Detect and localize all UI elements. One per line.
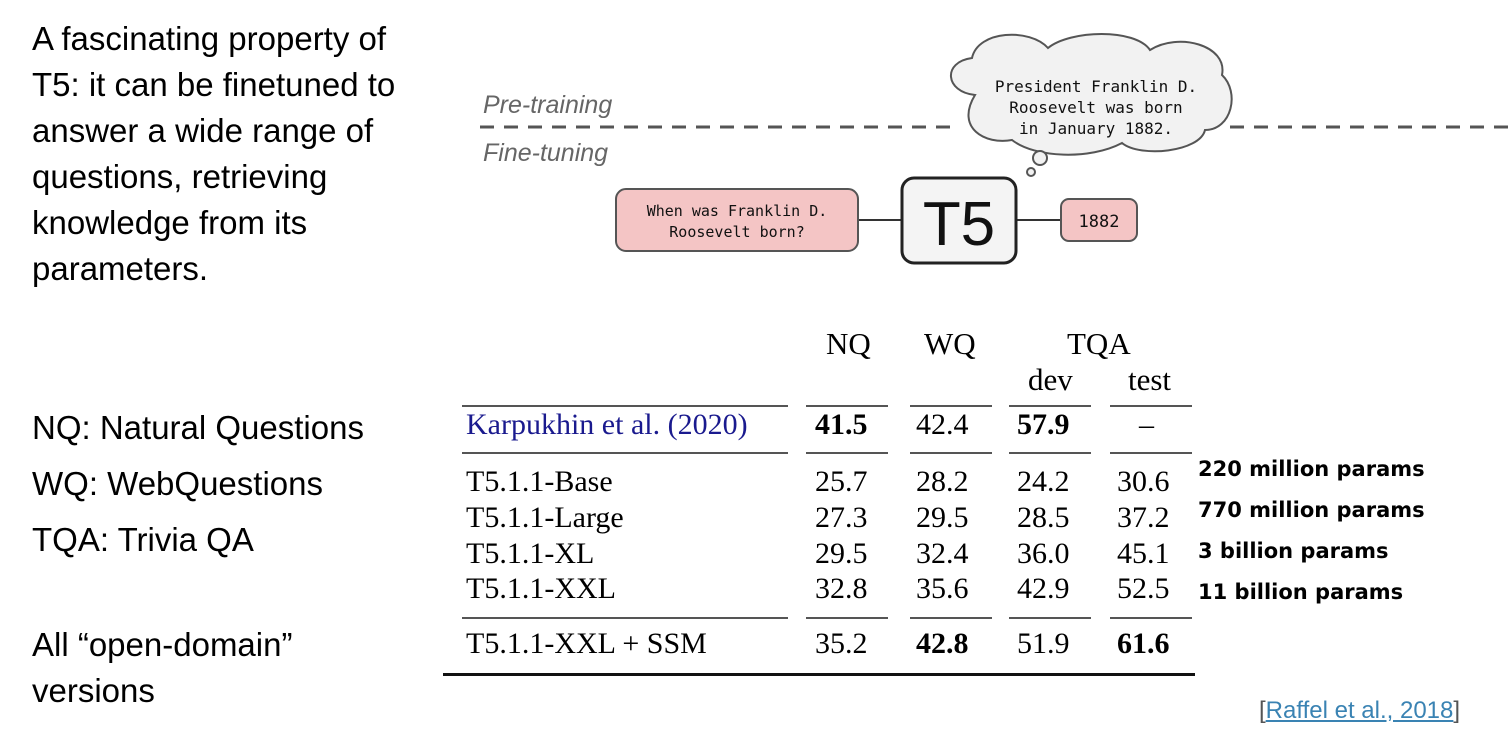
finetuning-label: Fine-tuning <box>483 139 608 167</box>
row-karpukhin-wq: 42.4 <box>916 408 969 441</box>
row-karpukhin-nq: 41.5 <box>815 408 868 441</box>
row-base-nq: 25.7 <box>815 465 868 498</box>
row-large-test: 37.2 <box>1117 501 1170 534</box>
row-xxl-model: T5.1.1-XXL <box>466 572 616 605</box>
header-rule-wq <box>910 405 992 407</box>
answer-text: 1882 <box>1079 212 1120 232</box>
header-tqa: TQA <box>1067 326 1131 361</box>
header-nq: NQ <box>826 326 871 361</box>
row-xxl-dev: 42.9 <box>1017 572 1070 605</box>
citation-open-bracket: [ <box>1259 697 1266 724</box>
params-large: 770 million params <box>1198 498 1425 522</box>
answer-box: 1882 <box>1060 198 1138 242</box>
header-wq: WQ <box>924 326 976 361</box>
row-xl-model: T5.1.1-XL <box>466 537 595 570</box>
citation-link[interactable]: Raffel et al., 2018 <box>1265 697 1454 724</box>
question-box: When was Franklin D. Roosevelt born? <box>615 188 859 252</box>
row-base-dev: 24.2 <box>1017 465 1070 498</box>
row-rule-1-dev <box>1009 452 1091 454</box>
row-base-model: T5.1.1-Base <box>466 465 613 498</box>
thought-bubble-1 <box>1032 150 1048 166</box>
header-rule-model <box>462 405 788 407</box>
thought-cloud: President Franklin D. Roosevelt was born… <box>950 33 1233 177</box>
row-large-model: T5.1.1-Large <box>466 501 624 534</box>
header-tqa-dev: dev <box>1028 362 1073 397</box>
row-large-wq: 29.5 <box>916 501 969 534</box>
row-xxl-ssm-dev: 51.9 <box>1017 627 1070 660</box>
cloud-line-3: in January 1882. <box>1019 119 1173 138</box>
row-rule-2-wq <box>910 617 992 619</box>
citation: [Raffel et al., 2018] <box>1259 697 1460 725</box>
cloud-line-1: President Franklin D. <box>995 77 1197 96</box>
thought-bubble-2 <box>1026 167 1036 177</box>
row-base-wq: 28.2 <box>916 465 969 498</box>
row-large-nq: 27.3 <box>815 501 868 534</box>
question-line-2: Roosevelt born? <box>669 223 804 241</box>
row-xl-test: 45.1 <box>1117 537 1170 570</box>
row-rule-1-test <box>1110 452 1192 454</box>
row-xl-nq: 29.5 <box>815 537 868 570</box>
intro-paragraph: A fascinating property of T5: it can be … <box>32 20 396 287</box>
citation-close-bracket: ] <box>1453 697 1461 724</box>
table-bottom-rule <box>443 673 1195 676</box>
row-karpukhin-model: Karpukhin et al. (2020) <box>466 408 748 441</box>
row-xxl-ssm-wq: 42.8 <box>916 627 969 660</box>
row-rule-2-dev <box>1009 617 1091 619</box>
row-xxl-nq: 32.8 <box>815 572 868 605</box>
params-xl: 3 billion params <box>1198 539 1389 563</box>
abbreviation-tqa: TQA: Trivia QA <box>32 521 254 558</box>
row-rule-1-wq <box>910 452 992 454</box>
abbreviation-nq: NQ: Natural Questions <box>32 409 364 446</box>
row-large-dev: 28.5 <box>1017 501 1070 534</box>
t5-model-box: T5 <box>900 176 1018 265</box>
row-base-test: 30.6 <box>1117 465 1170 498</box>
header-tqa-test: test <box>1128 362 1172 397</box>
header-rule-dev <box>1009 405 1091 407</box>
row-xxl-ssm-nq: 35.2 <box>815 627 868 660</box>
row-rule-1-model <box>462 452 788 454</box>
row-rule-2-test <box>1110 617 1192 619</box>
row-xxl-wq: 35.6 <box>916 572 969 605</box>
abbreviation-wq: WQ: WebQuestions <box>32 465 323 502</box>
row-xxl-test: 52.5 <box>1117 572 1170 605</box>
t5-diagram: Pre-training Fine-tuning President Frank… <box>480 33 1511 265</box>
row-xl-wq: 32.4 <box>916 537 969 570</box>
row-xl-dev: 36.0 <box>1017 537 1070 570</box>
header-rule-nq <box>806 405 888 407</box>
header-rule-test <box>1110 405 1192 407</box>
t5-label: T5 <box>923 190 995 259</box>
row-rule-1-nq <box>806 452 888 454</box>
abbreviation-list: NQ: Natural Questions WQ: WebQuestions T… <box>32 400 432 568</box>
versions-note: All “open-domain” versions <box>32 626 293 709</box>
params-base: 220 million params <box>1198 457 1425 481</box>
row-rule-2-model <box>462 617 788 619</box>
row-rule-2-nq <box>806 617 888 619</box>
pretraining-label: Pre-training <box>483 91 612 119</box>
row-xxl-ssm-test: 61.6 <box>1117 627 1170 660</box>
question-line-1: When was Franklin D. <box>647 202 828 220</box>
cloud-line-2: Roosevelt was born <box>1009 98 1182 117</box>
params-xxl: 11 billion params <box>1198 580 1404 604</box>
row-karpukhin-dev: 57.9 <box>1017 408 1070 441</box>
row-karpukhin-test: – <box>1139 408 1154 441</box>
row-xxl-ssm-model: T5.1.1-XXL + SSM <box>466 627 707 660</box>
